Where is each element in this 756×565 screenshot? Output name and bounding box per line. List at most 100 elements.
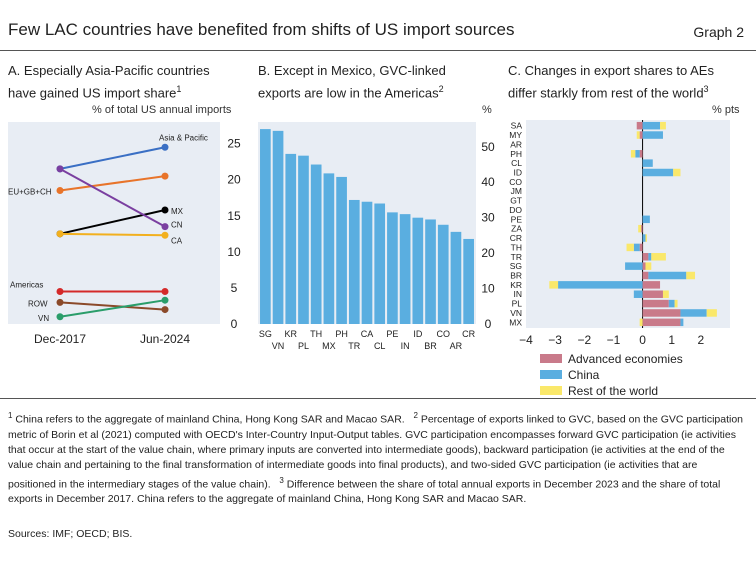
point-eu-gb-ch-end xyxy=(161,172,169,180)
bar-sg xyxy=(260,129,271,324)
plot-area xyxy=(8,122,220,324)
bar-pl xyxy=(298,155,309,324)
y-tick-label: 40 xyxy=(481,175,495,189)
x-tick-label-vn: VN xyxy=(272,341,285,351)
bar-sa-rest-of-the-world xyxy=(660,121,666,130)
bar-tr-advanced-economies xyxy=(642,253,649,261)
x-tick-label: −1 xyxy=(607,333,621,347)
x-tick-label: 2 xyxy=(698,333,705,347)
point-cn-start xyxy=(56,165,64,173)
x-tick-label-pl: PL xyxy=(298,341,309,351)
chart-title: Few LAC countries have benefited from sh… xyxy=(8,20,515,39)
y-tick-label: 25 xyxy=(227,137,241,151)
point-asia-pacific-end xyxy=(161,143,169,151)
sources: Sources: IMF; OECD; BIS. xyxy=(8,528,133,540)
x-tick-label-th: TH xyxy=(310,329,322,339)
bar-br xyxy=(425,219,436,324)
bar-vn-advanced-economies xyxy=(642,309,681,317)
bar-sg-china xyxy=(625,262,643,270)
panel-c-unit: % pts xyxy=(712,104,740,116)
y-tick-label-gt: GT xyxy=(510,196,522,206)
panel-c-title: C. Changes in export shares to AEs diffe… xyxy=(508,62,714,102)
series-label-vn: VN xyxy=(38,314,49,323)
bar-kr-china xyxy=(558,281,643,289)
y-tick-label-sg: SG xyxy=(510,261,522,271)
y-tick-label: 30 xyxy=(481,211,495,225)
bar-mx-china xyxy=(680,318,684,327)
panel-c-title-line2: differ starkly from rest of the world xyxy=(508,85,704,101)
panel-a-footnote-ref: 1 xyxy=(176,84,182,94)
y-tick-label: 20 xyxy=(227,173,241,187)
plot-area xyxy=(526,120,730,328)
bar-br-china xyxy=(648,271,687,280)
bar-ph-rest-of-the-world xyxy=(630,150,636,158)
bar-in xyxy=(399,214,411,324)
y-tick-label-cr: CR xyxy=(510,233,522,243)
y-tick-label-kr: KR xyxy=(510,280,522,290)
x-tick-label-id: ID xyxy=(413,329,423,339)
x-tick-label: 1 xyxy=(668,333,675,347)
x-tick-label-tr: TR xyxy=(348,341,360,351)
y-tick-label-br: BR xyxy=(510,271,522,281)
top-rule xyxy=(0,50,756,51)
bar-cl-china xyxy=(642,159,653,167)
bar-in-rest-of-the-world xyxy=(662,290,669,298)
series-line-ca xyxy=(59,232,166,237)
y-tick-label-th: TH xyxy=(511,242,522,252)
bar-my-china xyxy=(642,131,663,139)
footnote-3: Difference between the share of total an… xyxy=(8,478,721,505)
series-label-mx: MX xyxy=(171,207,184,216)
series-line-vn xyxy=(59,299,166,318)
y-tick-label-vn: VN xyxy=(510,308,522,318)
point-cn-end xyxy=(161,223,169,231)
bar-id-china xyxy=(642,168,674,177)
bar-tr-china xyxy=(648,253,652,261)
bar-cr-rest-of-the-world xyxy=(645,234,647,242)
y-tick-label-in: IN xyxy=(514,289,523,299)
bar-th-advanced-economies xyxy=(639,243,643,252)
legend-swatch-rest-of-the-world xyxy=(540,386,562,395)
point-row-start xyxy=(56,298,64,306)
series-label-row: ROW xyxy=(28,299,48,308)
series-label-americas: Americas xyxy=(10,281,43,290)
bar-sa-china xyxy=(642,121,661,130)
bar-vn-rest-of-the-world xyxy=(706,309,717,317)
y-tick-label-mx: MX xyxy=(509,317,522,327)
bar-pl-china xyxy=(668,299,675,308)
series-label-ca: CA xyxy=(171,236,183,245)
panel-b-title: B. Except in Mexico, GVC-linked exports … xyxy=(258,62,446,102)
x-tick-label-ar: AR xyxy=(450,341,463,351)
panel-c-chart: SAMYARPHCLIDCOJMGTDOPEZACRTHTRSGBRKRINPL… xyxy=(509,120,730,398)
y-tick-label-my: MY xyxy=(509,130,522,140)
y-tick-label: 10 xyxy=(481,282,495,296)
point-vn-start xyxy=(56,313,64,321)
legend-label-china: China xyxy=(568,368,600,382)
x-tick-label-pe: PE xyxy=(386,329,398,339)
bar-za-advanced-economies xyxy=(641,224,643,233)
point-ca-start xyxy=(56,230,64,238)
bar-za-rest-of-the-world xyxy=(638,224,642,233)
series-line-asia-pacific xyxy=(59,146,166,170)
x-tick-label: −2 xyxy=(577,333,591,347)
bar-ph xyxy=(336,176,347,324)
bar-vn xyxy=(272,130,284,324)
panel-b-title-line2: exports are low in the Americas xyxy=(258,85,439,101)
bar-in-china xyxy=(633,290,643,298)
bar-cl xyxy=(374,203,386,324)
bar-in-advanced-economies xyxy=(642,290,663,298)
bar-kr xyxy=(285,153,297,324)
bar-ar xyxy=(450,231,462,324)
panel-a-unit: % of total US annual imports xyxy=(92,104,232,116)
bar-br-rest-of-the-world xyxy=(686,271,696,280)
series-label-cn: CN xyxy=(171,221,183,230)
y-tick-label-cl: CL xyxy=(511,158,522,168)
panel-c-title-line1: C. Changes in export shares to AEs xyxy=(508,63,714,78)
legend-swatch-advanced-economies xyxy=(540,354,562,363)
bar-co xyxy=(437,224,449,324)
series-line-mx xyxy=(59,209,166,235)
panel-a-title-line2: have gained US import share xyxy=(8,85,177,101)
y-tick-label-ar: AR xyxy=(510,139,522,149)
panel-c-footnote-ref: 3 xyxy=(703,84,709,94)
legend-swatch-china xyxy=(540,370,562,379)
footnote-rule xyxy=(0,398,756,399)
